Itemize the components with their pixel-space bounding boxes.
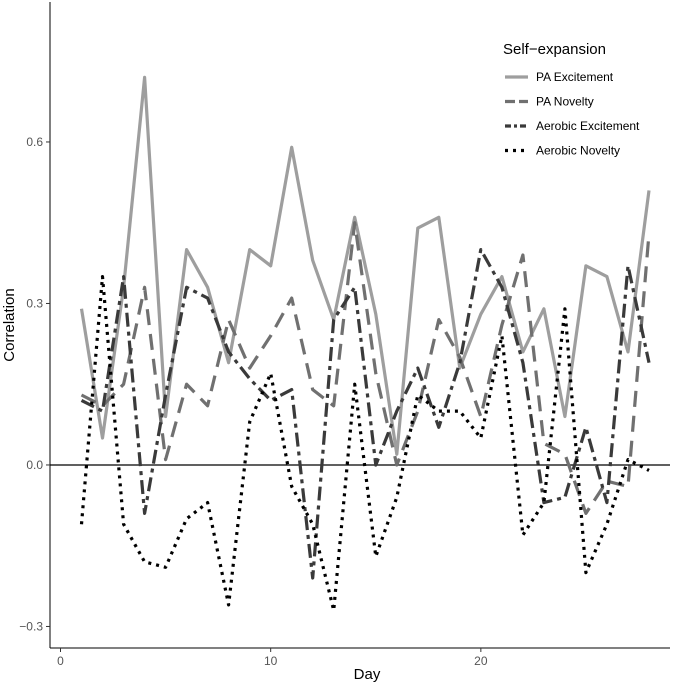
series-lines (79, 75, 651, 612)
legend-label: Aerobic Excitement (536, 119, 640, 133)
legend-label: PA Excitement (536, 70, 614, 84)
legend-title: Self−expansion (503, 41, 606, 58)
y-tick-label: 0.6 (26, 135, 43, 149)
plot-area: −0.3 0.0 0.3 0.6 0 10 20 (19, 2, 670, 668)
x-axis-title: Day (354, 666, 381, 683)
series-line-pa-novelty (80, 221, 651, 516)
x-tick-label: 20 (474, 654, 488, 668)
y-tick-label: 0.0 (26, 458, 43, 472)
y-tick-label: −0.3 (19, 619, 43, 633)
x-axis-ticks: 0 10 20 (57, 648, 488, 668)
y-axis-title: Correlation (1, 288, 18, 361)
x-tick-label: 10 (264, 654, 278, 668)
legend-label: PA Novelty (536, 95, 594, 109)
legend: Self−expansion PA Excitement PA Novelty Ae… (503, 41, 640, 158)
series-line-aerobic-novelty (79, 275, 650, 612)
legend-label: Aerobic Novelty (536, 144, 620, 158)
x-tick-label: 0 (57, 654, 64, 668)
y-tick-label: 0.3 (26, 296, 43, 310)
series-line-aerobic-excitement (80, 248, 651, 580)
y-axis-ticks: −0.3 0.0 0.3 0.6 (19, 135, 50, 633)
legend-entries: PA Excitement PA Novelty Aerobic Excitemen… (505, 70, 640, 158)
